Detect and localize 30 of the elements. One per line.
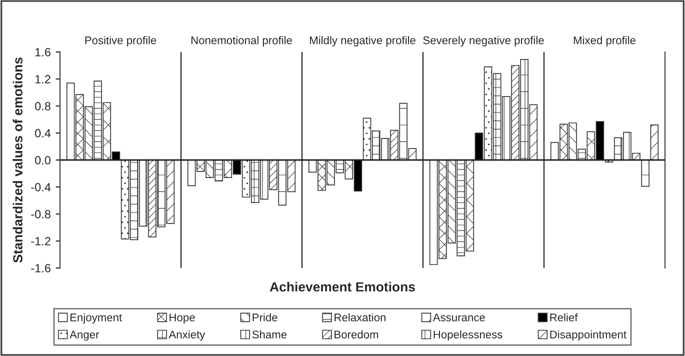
y-tick-label: 0.8 (35, 102, 50, 110)
x-tick-label: Positive profile (85, 36, 156, 46)
x-axis-title: Achievement Emotions (270, 282, 415, 292)
legend-label: Hope (170, 314, 195, 324)
x-tick-label: Mildly negative profile (310, 36, 416, 46)
legend-label: Assurance (432, 314, 485, 322)
legend-label: Pride (252, 313, 278, 322)
legend-label: Anger (70, 330, 100, 341)
bar (641, 160, 650, 187)
y-tick-label: 1.2 (35, 75, 50, 84)
bar (650, 124, 659, 160)
y-tick-label: 1.6 (35, 48, 50, 56)
y-tick-label: -1.2 (31, 237, 50, 246)
legend-label: Enjoyment (70, 313, 122, 324)
y-axis-title: Standardized values of emotions (12, 58, 22, 263)
legend-label: Relief (550, 313, 578, 322)
legend-label: Disappointment (550, 330, 626, 341)
y-tick-label: 0.4 (35, 129, 51, 138)
y-tick-label: -0.4 (31, 183, 51, 192)
x-tick-label: Severely negative profile (423, 36, 544, 46)
legend-label: Shame (252, 330, 287, 338)
x-tick-label: Mixed profile (574, 36, 636, 46)
y-tick-label: -0.8 (31, 210, 50, 218)
legend-label: Anxiety (168, 330, 206, 341)
y-tick-label: -1.6 (31, 264, 50, 272)
legend-label: Relaxation (334, 313, 386, 322)
legend-label: Hopelessness (434, 330, 502, 341)
legend-label: Boredom (334, 330, 378, 338)
y-tick-label: 0.0 (35, 156, 51, 164)
x-tick-label: Nonemotional profile (191, 36, 292, 46)
